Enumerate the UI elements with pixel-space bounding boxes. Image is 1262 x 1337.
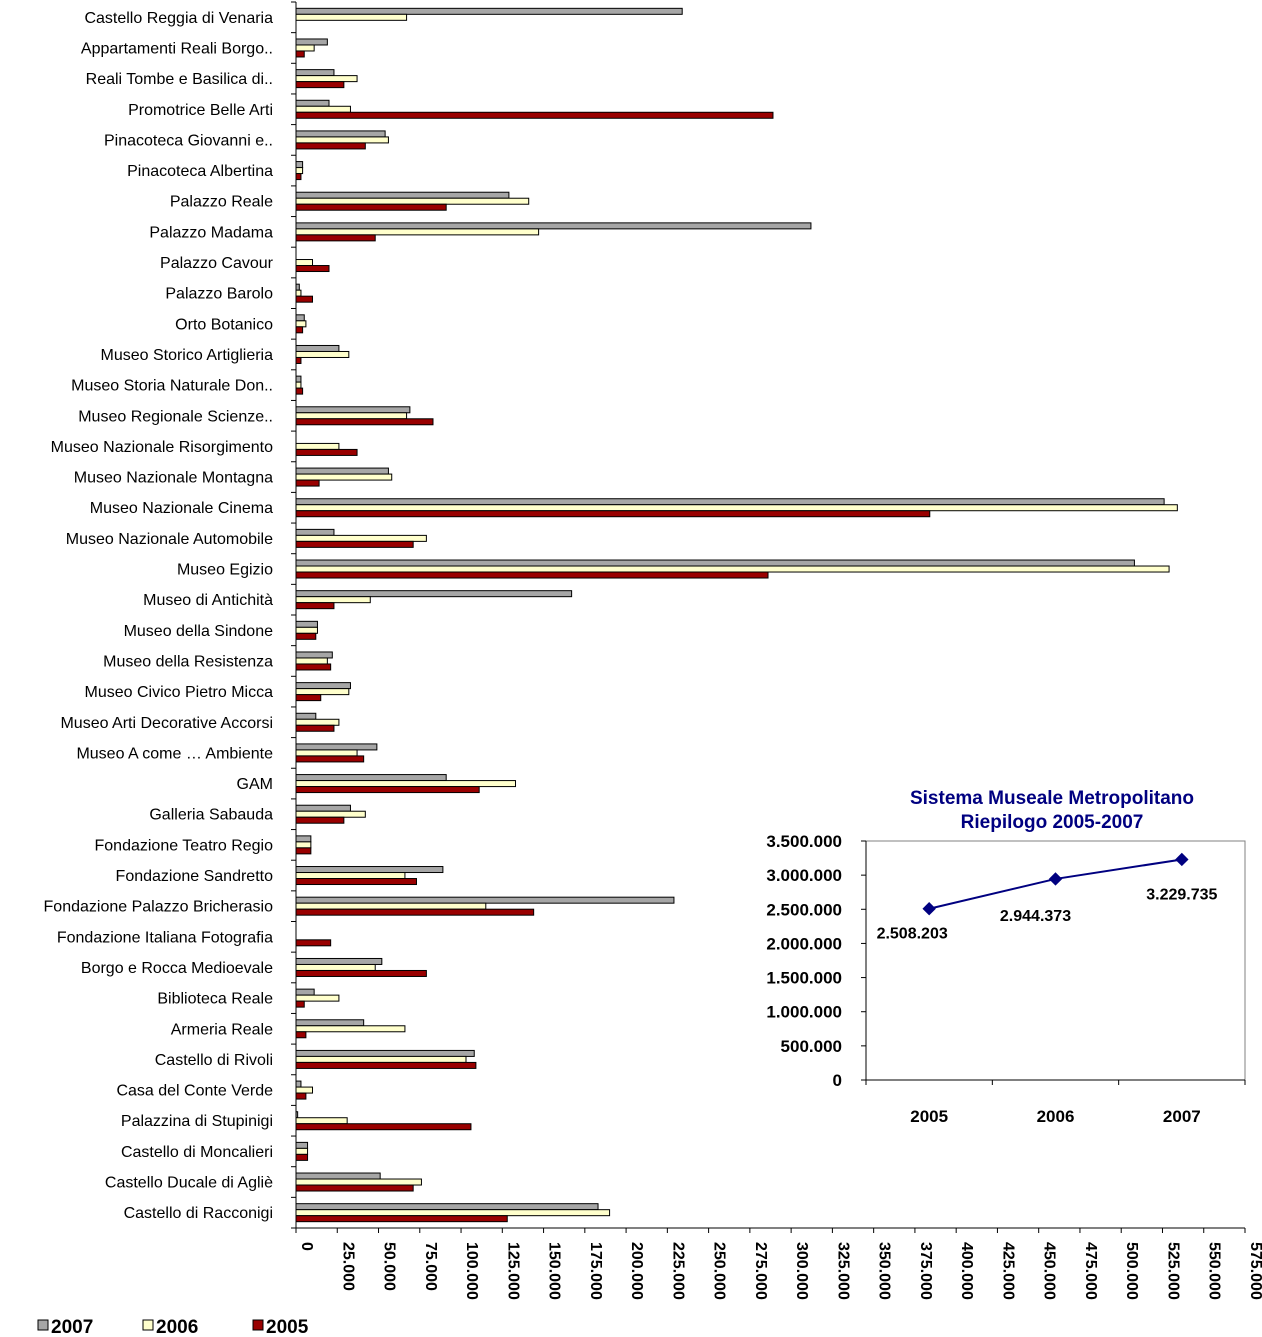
x-tick-label: 100.000 xyxy=(463,1242,480,1300)
x-tick-label: 250.000 xyxy=(711,1242,728,1300)
category-label: Castello Reggia di Venaria xyxy=(84,10,273,27)
category-label: Museo Nazionale Automobile xyxy=(66,531,273,548)
x-tick-label: 400.000 xyxy=(958,1242,975,1300)
category-label: Palazzina di Stupinigi xyxy=(121,1113,273,1130)
inset-data-label: 2.944.373 xyxy=(1000,908,1071,925)
category-label: Museo Egizio xyxy=(177,562,273,579)
x-tick-label: 25.000 xyxy=(339,1242,356,1291)
legend-label-2006: 2006 xyxy=(156,1317,198,1337)
legend-label-2005: 2005 xyxy=(266,1317,309,1337)
x-tick-label: 50.000 xyxy=(381,1242,398,1291)
inset-y-tick-label: 3.500.000 xyxy=(766,832,842,851)
category-label: Galleria Sabauda xyxy=(149,807,273,824)
legend-label-2007: 2007 xyxy=(51,1317,93,1337)
category-label: Castello di Rivoli xyxy=(155,1052,273,1069)
inset-data-label: 2.508.203 xyxy=(877,926,948,943)
category-label: Museo Storia Naturale Don.. xyxy=(71,378,273,395)
category-label: Pinacoteca Albertina xyxy=(127,163,273,180)
category-label: Palazzo Reale xyxy=(170,194,273,211)
legend-swatch-2007 xyxy=(37,1319,49,1331)
inset-data-label: 3.229.735 xyxy=(1146,886,1217,903)
category-label: Palazzo Cavour xyxy=(160,255,274,272)
category-label: Museo Nazionale Montagna xyxy=(74,470,273,487)
x-tick-label: 325.000 xyxy=(834,1242,851,1300)
x-tick-label: 150.000 xyxy=(546,1242,563,1300)
inset-y-tick-label: 2.000.000 xyxy=(766,934,842,953)
category-label: Museo della Resistenza xyxy=(103,653,273,670)
inset-point-marker xyxy=(922,902,936,916)
category-label: Museo Storico Artiglieria xyxy=(100,347,273,364)
x-tick-label: 300.000 xyxy=(793,1242,810,1300)
x-tick-label: 500.000 xyxy=(1123,1242,1140,1300)
category-label: Casa del Conte Verde xyxy=(116,1083,273,1100)
x-tick-label: 125.000 xyxy=(504,1242,521,1300)
category-label: Museo Civico Pietro Micca xyxy=(85,684,274,701)
inset-y-tick-label: 2.500.000 xyxy=(766,900,842,919)
category-label: Pinacoteca Giovanni e.. xyxy=(104,132,273,149)
category-label: GAM xyxy=(237,776,273,793)
inset-x-tick-label: 2005 xyxy=(910,1107,948,1126)
x-tick-label: 575.000 xyxy=(1247,1242,1262,1300)
category-label: Museo di Antichità xyxy=(143,592,273,609)
category-label: Museo Nazionale Cinema xyxy=(90,500,273,517)
x-tick-label: 475.000 xyxy=(1082,1242,1099,1300)
x-tick-label: 225.000 xyxy=(669,1242,686,1300)
category-label: Palazzo Barolo xyxy=(165,286,273,303)
x-tick-label: 275.000 xyxy=(752,1242,769,1300)
x-tick-label: 550.000 xyxy=(1206,1242,1223,1300)
category-label: Fondazione Italiana Fotografia xyxy=(57,929,273,946)
inset-y-tick-label: 3.000.000 xyxy=(766,866,842,885)
inset-title-line: Riepilogo 2005-2007 xyxy=(961,812,1144,833)
category-label: Orto Botanico xyxy=(175,316,273,333)
x-tick-label: 525.000 xyxy=(1164,1242,1181,1300)
category-label: Museo Arti Decorative Accorsi xyxy=(60,715,273,732)
category-label: Museo Regionale Scienze.. xyxy=(78,408,273,425)
inset-point-marker xyxy=(1048,872,1063,886)
category-label: Biblioteca Reale xyxy=(157,991,273,1008)
inset-title-line: Sistema Museale Metropolitano xyxy=(910,788,1194,809)
x-tick-label: 175.000 xyxy=(587,1242,604,1300)
category-label: Fondazione Sandretto xyxy=(116,868,274,885)
inset-y-tick-label: 1.000.000 xyxy=(766,1003,842,1022)
category-label: Palazzo Madama xyxy=(149,224,273,241)
inset-x-tick-label: 2007 xyxy=(1163,1107,1201,1126)
x-tick-label: 450.000 xyxy=(1041,1242,1058,1300)
category-label: Armeria Reale xyxy=(171,1021,273,1038)
x-tick-label: 425.000 xyxy=(999,1242,1016,1300)
category-label: Promotrice Belle Arti xyxy=(128,102,273,119)
inset-y-tick-label: 0 xyxy=(833,1071,842,1090)
category-label: Castello Ducale di Agliè xyxy=(105,1175,273,1192)
category-label: Fondazione Palazzo Bricherasio xyxy=(44,899,274,916)
category-label: Appartamenti Reali Borgo.. xyxy=(81,40,273,57)
x-tick-label: 375.000 xyxy=(917,1242,934,1300)
inset-y-tick-label: 500.000 xyxy=(781,1037,842,1056)
category-label: Castello di Racconigi xyxy=(124,1205,273,1222)
inset-x-tick-label: 2006 xyxy=(1037,1107,1075,1126)
category-label: Fondazione Teatro Regio xyxy=(95,837,274,854)
category-label: Reali Tombe e Basilica di.. xyxy=(86,71,273,88)
category-label: Museo della Sindone xyxy=(124,623,274,640)
inset-y-tick-label: 1.500.000 xyxy=(766,969,842,988)
legend-swatch-2006 xyxy=(142,1319,154,1331)
x-tick-label: 200.000 xyxy=(628,1242,645,1300)
x-tick-label: 75.000 xyxy=(422,1242,439,1291)
category-label: Museo Nazionale Risorgimento xyxy=(51,439,273,456)
category-label: Museo A come … Ambiente xyxy=(76,745,273,762)
x-tick-label: 350.000 xyxy=(876,1242,893,1300)
inset-point-marker xyxy=(1175,852,1189,867)
legend-swatch-2005 xyxy=(252,1319,264,1331)
x-tick-label: 0 xyxy=(298,1242,315,1251)
category-label: Borgo e Rocca Medioevale xyxy=(81,960,273,977)
category-label: Castello di Moncalieri xyxy=(121,1144,273,1161)
